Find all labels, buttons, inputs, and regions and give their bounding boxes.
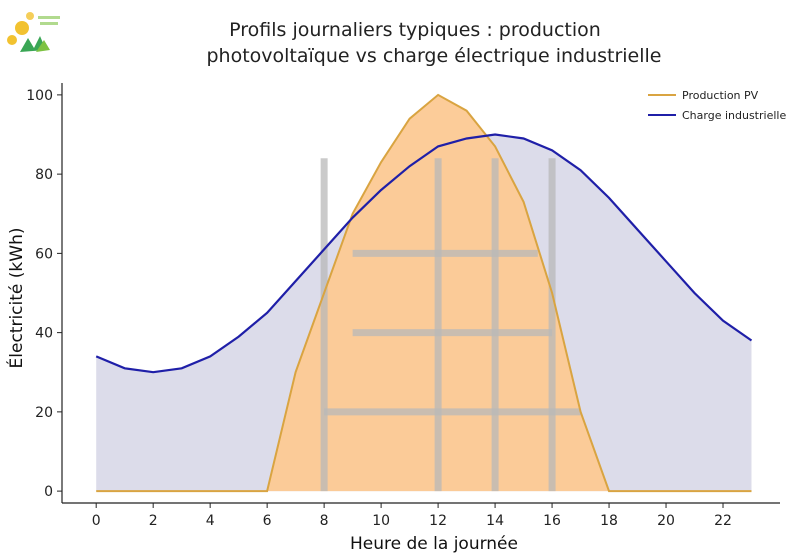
watermark-grid [320,158,581,492]
y-ticks: 0 20 40 60 80 100 [26,88,62,500]
load-line [95,133,753,374]
chart-title-line-1: Profils journaliers typiques : productio… [229,19,601,41]
x-tick-label: 2 [149,513,158,529]
x-ticks: 0 2 4 6 8 10 12 14 16 18 20 22 [92,503,732,529]
x-tick-label: 6 [263,513,272,529]
x-tick-label: 18 [600,513,618,529]
x-tick-label: 20 [657,513,675,529]
logo [7,12,60,52]
y-tick-label: 60 [35,246,53,262]
x-tick-label: 10 [372,513,390,529]
pv-line [96,93,752,493]
chart-title-line-2: photovoltaïque vs charge électrique indu… [206,45,661,67]
x-axis-label: Heure de la journée [350,534,518,554]
x-tick-label: 4 [206,513,215,529]
y-tick-label: 20 [35,405,53,421]
y-tick-label: 0 [44,484,53,500]
x-tick-label: 8 [320,513,329,529]
x-tick-label: 16 [543,513,561,529]
y-axis-label: Électricité (kWh) [5,228,27,369]
y-tick-label: 100 [26,88,53,104]
pv-area [96,94,752,492]
x-tick-label: 14 [486,513,504,529]
y-tick-label: 80 [35,167,53,183]
plot-area [95,93,753,493]
legend: Production PV Charge industrielle [648,89,786,122]
x-tick-label: 22 [714,513,732,529]
legend-label-pv: Production PV [682,89,759,102]
y-tick-label: 40 [35,326,53,342]
x-tick-label: 12 [429,513,447,529]
x-tick-label: 0 [92,513,101,529]
legend-label-load: Charge industrielle [682,109,786,122]
